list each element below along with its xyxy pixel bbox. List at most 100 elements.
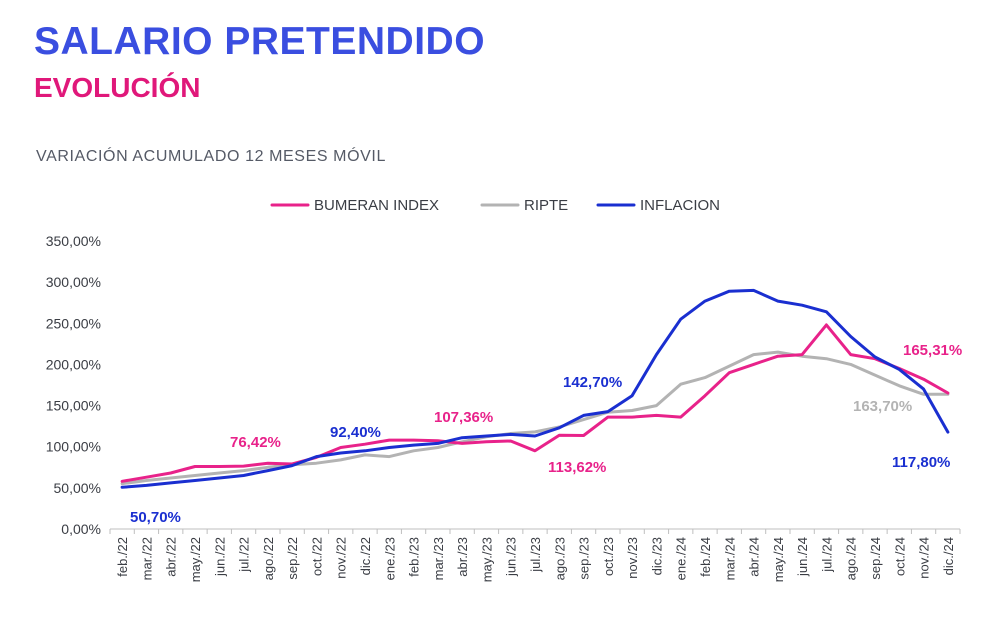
data-point-inflacion <box>874 356 877 359</box>
series-line-inflacion <box>120 288 950 489</box>
data-point-bumeran-index <box>922 378 925 381</box>
data-point-ripte <box>631 409 634 412</box>
data-point-bumeran-index <box>266 462 269 465</box>
data-point-inflacion <box>898 368 901 371</box>
x-tick-label: may./23 <box>479 537 494 582</box>
series-line-ripte <box>120 350 950 486</box>
x-tick-label: jul./24 <box>819 537 834 573</box>
x-tick-label: feb./22 <box>115 537 130 577</box>
data-point-bumeran-index <box>606 416 609 419</box>
y-tick-label: 350,00% <box>46 233 101 249</box>
series-line-bumeran-index <box>120 323 950 483</box>
data-label: 142,70% <box>563 374 622 391</box>
x-tick-label: may./24 <box>771 537 786 582</box>
data-point-bumeran-index <box>582 434 585 437</box>
data-label: 113,62% <box>548 459 606 476</box>
data-label: 107,36% <box>434 409 493 426</box>
x-tick-label: sep./22 <box>285 537 300 580</box>
legend-label: RIPTE <box>524 197 568 214</box>
data-point-ripte <box>679 383 682 386</box>
x-tick-label: mar./23 <box>431 537 446 580</box>
data-point-bumeran-index <box>169 472 172 475</box>
x-tick-label: ene./23 <box>382 537 397 580</box>
data-point-inflacion <box>509 433 512 436</box>
data-point-inflacion <box>801 304 804 307</box>
data-point-inflacion <box>169 481 172 484</box>
data-label: 117,80% <box>892 454 950 471</box>
data-point-bumeran-index <box>218 465 221 468</box>
data-point-inflacion <box>388 446 391 449</box>
x-tick-label: jul./23 <box>528 537 543 573</box>
y-tick-label: 300,00% <box>46 274 101 290</box>
data-point-inflacion <box>364 449 367 452</box>
data-point-ripte <box>388 455 391 458</box>
x-tick-label: nov./22 <box>334 537 349 579</box>
data-point-inflacion <box>849 335 852 338</box>
data-point-inflacion <box>242 474 245 477</box>
data-point-ripte <box>364 453 367 456</box>
x-tick-label: dic./22 <box>358 537 373 575</box>
data-point-bumeran-index <box>339 446 342 449</box>
data-point-ripte <box>436 446 439 449</box>
data-point-inflacion <box>728 290 731 293</box>
x-tick-label: oct./23 <box>601 537 616 576</box>
data-point-bumeran-index <box>558 434 561 437</box>
data-point-inflacion <box>776 300 779 303</box>
data-point-ripte <box>315 462 318 465</box>
x-tick-label: oct./22 <box>309 537 324 576</box>
data-point-ripte <box>412 449 415 452</box>
data-point-bumeran-index <box>364 443 367 446</box>
data-point-inflacion <box>606 410 609 413</box>
data-point-inflacion <box>558 426 561 429</box>
chart-title: VARIACIÓN ACUMULADO 12 MESES MÓVIL <box>36 148 386 165</box>
data-point-ripte <box>704 376 707 379</box>
data-point-inflacion <box>266 469 269 472</box>
data-point-ripte <box>728 365 731 368</box>
data-point-bumeran-index <box>679 416 682 419</box>
data-point-ripte <box>752 353 755 356</box>
x-tick-label: dic./24 <box>941 537 956 575</box>
data-point-bumeran-index <box>752 363 755 366</box>
data-point-inflacion <box>461 436 464 439</box>
data-point-ripte <box>849 363 852 366</box>
data-point-ripte <box>339 458 342 461</box>
data-point-bumeran-index <box>121 480 124 483</box>
data-point-ripte <box>145 479 148 482</box>
x-tick-label: dic./23 <box>649 537 664 575</box>
data-point-bumeran-index <box>728 371 731 374</box>
data-point-ripte <box>898 384 901 387</box>
data-point-bumeran-index <box>145 476 148 479</box>
x-tick-label: sep./24 <box>868 537 883 580</box>
x-tick-label: jul./22 <box>237 537 252 573</box>
data-point-bumeran-index <box>412 439 415 442</box>
data-point-bumeran-index <box>849 353 852 356</box>
data-point-inflacion <box>339 451 342 454</box>
data-point-ripte <box>266 466 269 469</box>
x-tick-label: abr./23 <box>455 537 470 577</box>
data-point-inflacion <box>485 435 488 438</box>
y-tick-label: 100,00% <box>46 439 101 455</box>
data-point-inflacion <box>218 476 221 479</box>
data-point-bumeran-index <box>534 449 537 452</box>
data-point-bumeran-index <box>704 394 707 397</box>
page-subtitle: EVOLUCIÓN <box>34 72 201 103</box>
x-tick-label: ago./22 <box>261 537 276 580</box>
data-point-inflacion <box>825 310 828 313</box>
data-label: 76,42% <box>230 434 281 451</box>
data-label: 163,70% <box>853 398 912 415</box>
x-tick-label: abr./22 <box>164 537 179 577</box>
x-tick-label: jun./22 <box>212 537 227 577</box>
data-point-ripte <box>655 404 658 407</box>
data-point-ripte <box>194 474 197 477</box>
x-tick-label: nov./24 <box>917 537 932 579</box>
data-label: 92,40% <box>330 424 381 441</box>
x-tick-label: ene./24 <box>674 537 689 580</box>
data-point-bumeran-index <box>801 353 804 356</box>
data-point-inflacion <box>436 442 439 445</box>
page-title: SALARIO PRETENDIDO <box>34 20 486 63</box>
data-label: 165,31% <box>903 342 962 359</box>
x-tick-label: sep./23 <box>577 537 592 580</box>
x-tick-label: abr./24 <box>747 537 762 577</box>
legend-label: BUMERAN INDEX <box>314 197 439 214</box>
